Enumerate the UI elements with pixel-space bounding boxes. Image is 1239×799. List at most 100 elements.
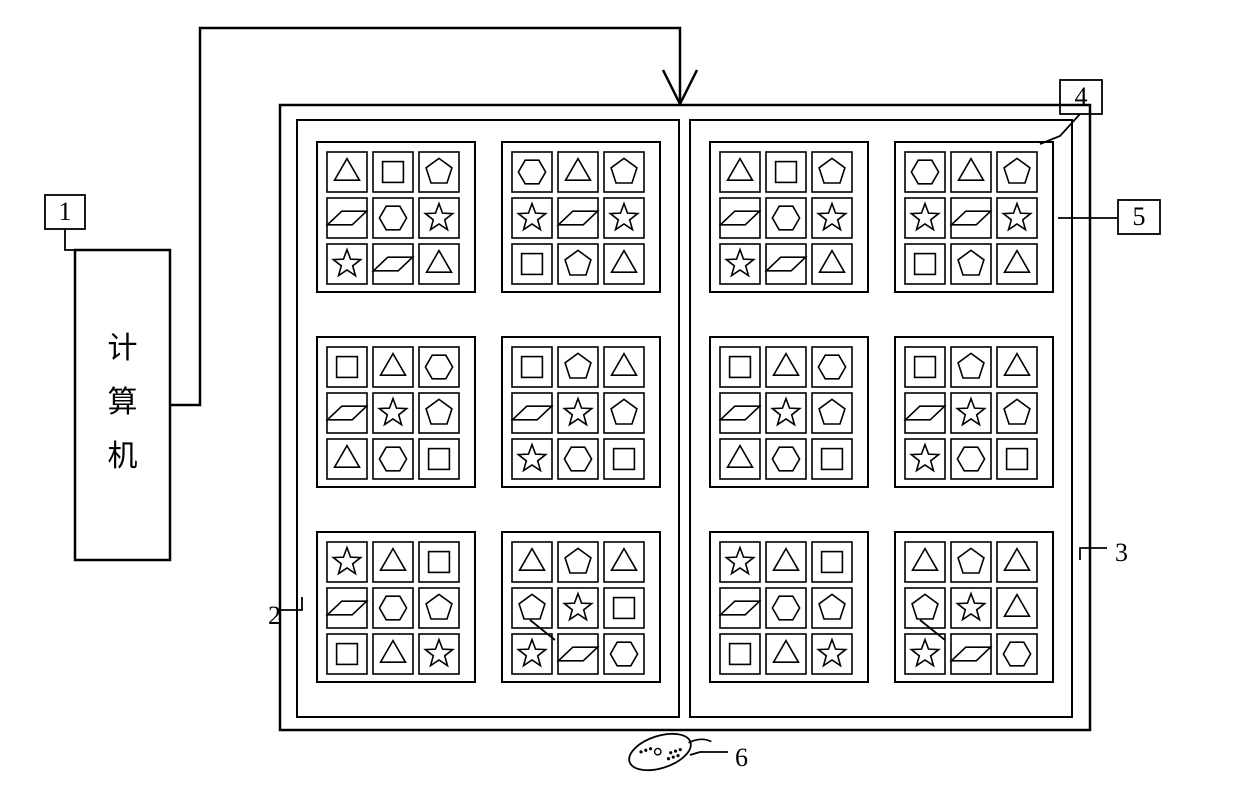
star-icon	[379, 399, 406, 425]
pentagon-icon	[958, 353, 984, 378]
cell	[373, 152, 413, 192]
cell	[512, 244, 552, 284]
square-icon	[915, 254, 936, 275]
star-icon	[818, 204, 845, 230]
parallelogram-icon	[512, 406, 551, 420]
module	[710, 142, 868, 292]
pentagon-icon	[426, 158, 452, 183]
cell	[766, 542, 806, 582]
triangle-icon	[1005, 251, 1030, 273]
pentagon-icon	[1004, 158, 1030, 183]
triangle-icon	[381, 354, 406, 376]
hexagon-icon	[957, 447, 984, 471]
pentagon-icon	[958, 548, 984, 573]
cell	[604, 152, 644, 192]
cell	[997, 393, 1037, 433]
cell	[327, 198, 367, 238]
module	[895, 532, 1053, 682]
cell	[812, 198, 852, 238]
cell	[373, 347, 413, 387]
hexagon-icon	[818, 355, 845, 379]
cell	[997, 244, 1037, 284]
square-icon	[383, 162, 404, 183]
cell	[558, 439, 598, 479]
pentagon-icon	[819, 158, 845, 183]
cell	[558, 542, 598, 582]
module	[502, 142, 660, 292]
star-icon	[425, 204, 452, 230]
cell	[997, 152, 1037, 192]
cell	[419, 542, 459, 582]
triangle-icon	[728, 446, 753, 468]
cell	[419, 634, 459, 674]
cell	[604, 393, 644, 433]
triangle-icon	[335, 446, 360, 468]
hexagon-icon	[425, 355, 452, 379]
triangle-icon	[1005, 549, 1030, 571]
cell	[419, 347, 459, 387]
module	[710, 337, 868, 487]
cell	[766, 439, 806, 479]
cell	[997, 198, 1037, 238]
square-icon	[730, 644, 751, 665]
square-icon	[429, 552, 450, 573]
callout-5: 5	[1058, 200, 1160, 234]
square-icon	[822, 552, 843, 573]
pentagon-icon	[611, 158, 637, 183]
cell	[951, 244, 991, 284]
cell	[558, 634, 598, 674]
parallelogram-icon	[951, 647, 990, 661]
cell	[512, 393, 552, 433]
parallelogram-icon	[558, 647, 597, 661]
hexagon-icon	[564, 447, 591, 471]
cell	[373, 393, 413, 433]
svg-text:4: 4	[1075, 82, 1088, 111]
cell	[558, 198, 598, 238]
pentagon-icon	[819, 399, 845, 424]
triangle-icon	[335, 159, 360, 181]
computer-label-char: 计	[108, 332, 138, 365]
pentagon-icon	[611, 399, 637, 424]
triangle-icon	[520, 549, 545, 571]
pentagon-icon	[565, 250, 591, 275]
connector	[170, 28, 697, 405]
triangle-icon	[381, 641, 406, 663]
module	[895, 337, 1053, 487]
star-icon	[772, 399, 799, 425]
cell	[720, 634, 760, 674]
cell	[327, 542, 367, 582]
star-icon	[911, 640, 938, 666]
cell	[327, 588, 367, 628]
hexagon-icon	[1003, 642, 1030, 666]
star-icon	[610, 204, 637, 230]
diagram-root: 计算机123456	[0, 0, 1239, 799]
star-icon	[333, 548, 360, 574]
cell	[419, 152, 459, 192]
pentagon-icon	[819, 594, 845, 619]
cell	[812, 244, 852, 284]
cell	[812, 347, 852, 387]
star-icon	[1003, 204, 1030, 230]
square-icon	[522, 254, 543, 275]
cell	[558, 347, 598, 387]
star-icon	[957, 399, 984, 425]
svg-text:5: 5	[1133, 202, 1146, 231]
parallelogram-icon	[720, 211, 759, 225]
hexagon-icon	[518, 160, 545, 184]
cell	[558, 244, 598, 284]
cell	[905, 439, 945, 479]
square-icon	[1007, 449, 1028, 470]
cell	[766, 634, 806, 674]
cell	[327, 439, 367, 479]
callout-1: 1	[45, 195, 85, 250]
square-icon	[730, 357, 751, 378]
cell	[512, 439, 552, 479]
pentagon-icon	[426, 399, 452, 424]
triangle-icon	[612, 354, 637, 376]
triangle-icon	[612, 251, 637, 273]
cell	[558, 152, 598, 192]
triangle-icon	[820, 251, 845, 273]
cell	[558, 588, 598, 628]
pentagon-icon	[912, 594, 938, 619]
cell	[951, 347, 991, 387]
